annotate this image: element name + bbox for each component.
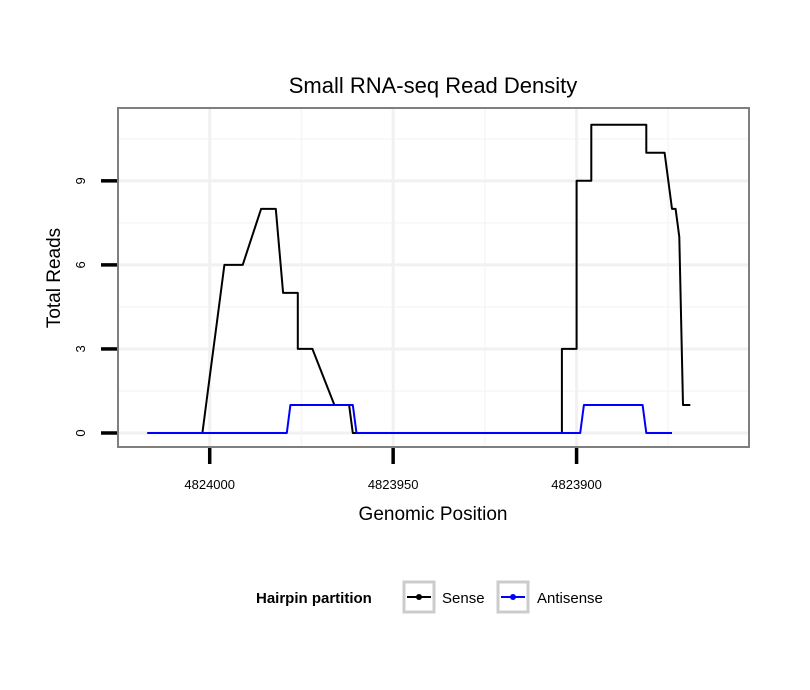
legend-point-sense xyxy=(416,594,422,600)
series-layer xyxy=(147,123,691,434)
x-tick-label-1: 4823950 xyxy=(368,477,419,492)
chart-title: Small RNA-seq Read Density xyxy=(289,73,578,98)
plot-background xyxy=(118,108,749,447)
legend-label-antisense: Antisense xyxy=(537,590,603,607)
legend: Hairpin partition Sense Antisense xyxy=(256,580,603,614)
plot-panel xyxy=(117,107,750,448)
legend-label-sense: Sense xyxy=(442,590,485,607)
legend-point-antisense xyxy=(510,594,516,600)
y-axis: 0 3 6 9 xyxy=(73,177,117,437)
y-tick-label-2: 6 xyxy=(73,261,88,268)
x-tick-label-0: 4824000 xyxy=(184,477,235,492)
legend-entry-sense: Sense xyxy=(402,580,485,614)
x-tick-label-2: 4823900 xyxy=(551,477,602,492)
y-tick-label-1: 3 xyxy=(73,345,88,352)
series-line-antisense xyxy=(147,404,672,434)
legend-title: Hairpin partition xyxy=(256,590,372,607)
x-axis-title: Genomic Position xyxy=(359,504,508,525)
y-tick-label-0: 0 xyxy=(73,429,88,436)
plot-border xyxy=(117,107,750,448)
legend-entry-antisense: Antisense xyxy=(496,580,603,614)
x-axis: 4824000 4823950 4823900 xyxy=(184,448,602,492)
y-tick-label-3: 9 xyxy=(73,177,88,184)
y-axis-title: Total Reads xyxy=(44,228,65,328)
